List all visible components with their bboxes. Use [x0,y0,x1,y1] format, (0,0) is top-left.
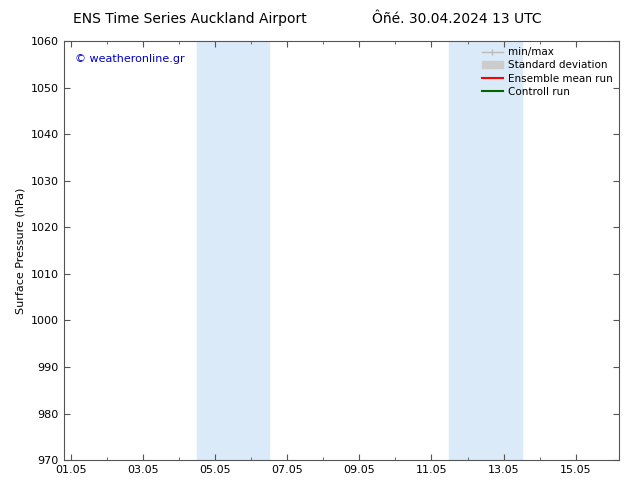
Y-axis label: Surface Pressure (hPa): Surface Pressure (hPa) [15,187,25,314]
Bar [197,41,269,460]
Text: Ôñé. 30.04.2024 13 UTC: Ôñé. 30.04.2024 13 UTC [372,12,541,26]
Text: ENS Time Series Auckland Airport: ENS Time Series Auckland Airport [74,12,307,26]
Legend: min/max, Standard deviation, Ensemble mean run, Controll run: min/max, Standard deviation, Ensemble me… [478,43,617,101]
Text: © weatheronline.gr: © weatheronline.gr [75,53,184,64]
Bar [450,41,522,460]
